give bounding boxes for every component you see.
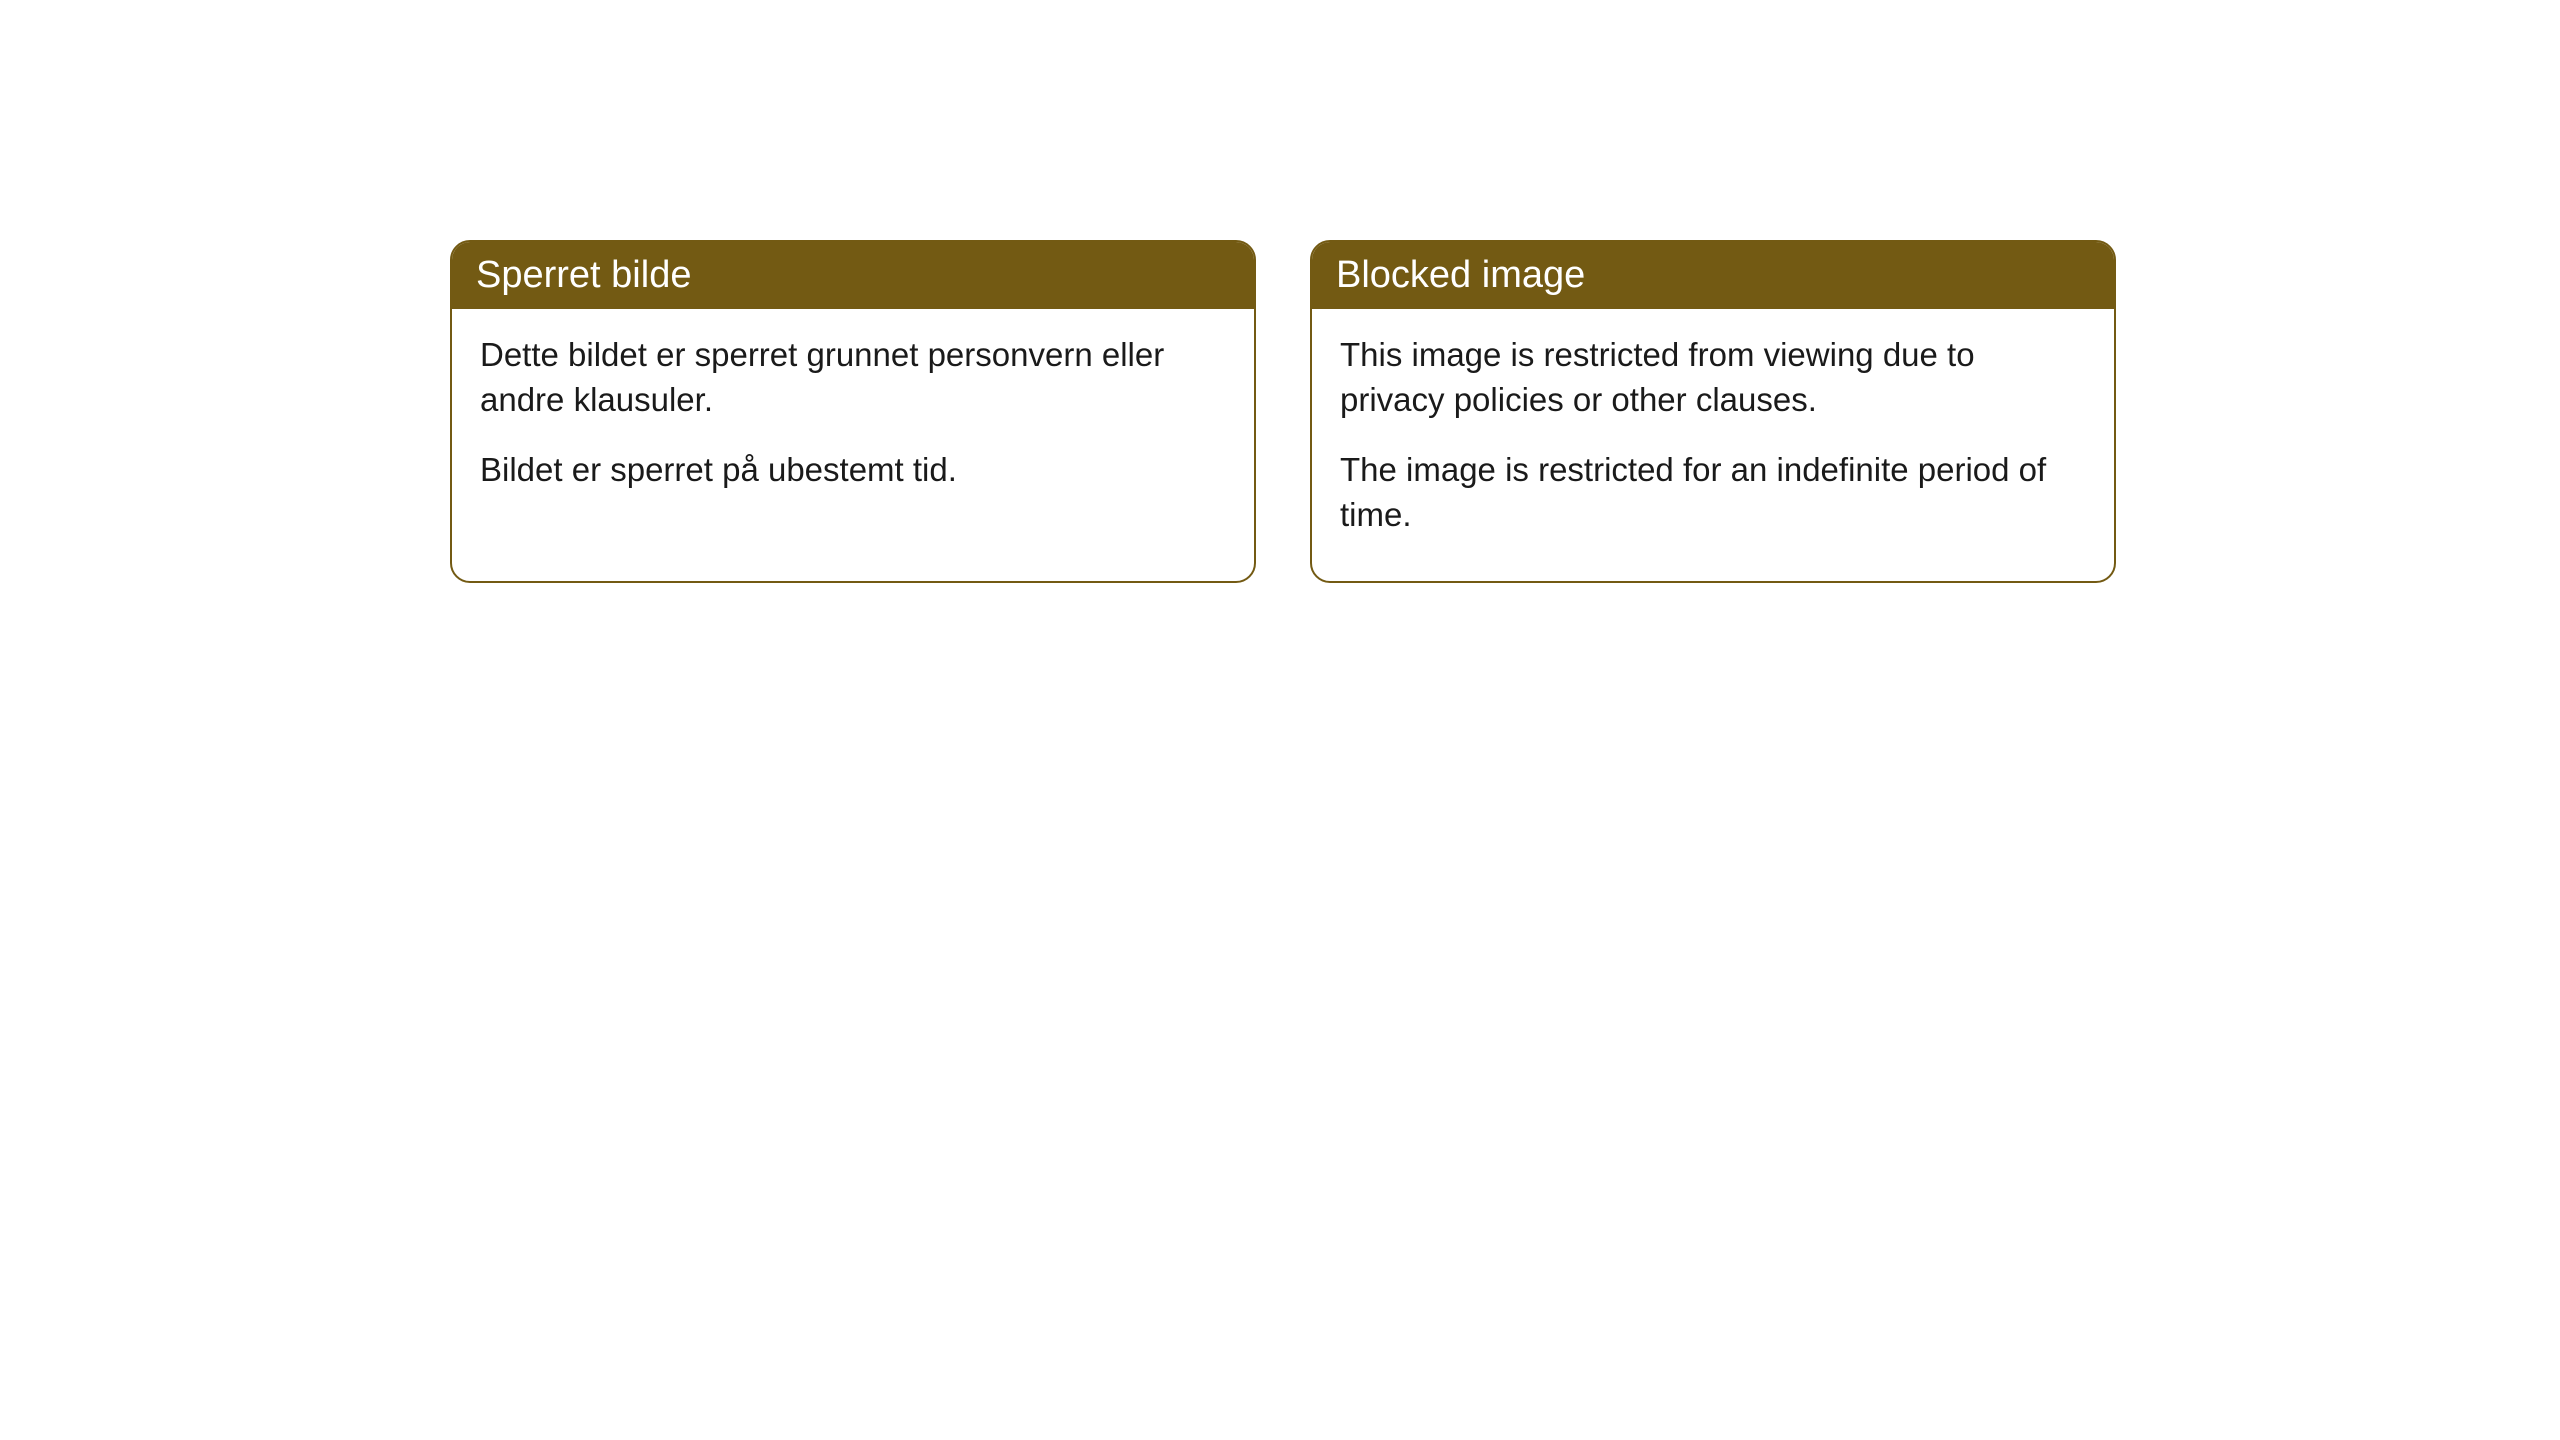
notice-body: This image is restricted from viewing du… [1312,309,2114,581]
notice-card-english: Blocked image This image is restricted f… [1310,240,2116,583]
notice-container: Sperret bilde Dette bildet er sperret gr… [450,240,2116,583]
notice-paragraph: This image is restricted from viewing du… [1340,333,2086,422]
notice-header: Sperret bilde [452,242,1254,309]
notice-paragraph: Dette bildet er sperret grunnet personve… [480,333,1226,422]
notice-body: Dette bildet er sperret grunnet personve… [452,309,1254,537]
notice-paragraph: The image is restricted for an indefinit… [1340,448,2086,537]
notice-card-norwegian: Sperret bilde Dette bildet er sperret gr… [450,240,1256,583]
notice-header: Blocked image [1312,242,2114,309]
notice-paragraph: Bildet er sperret på ubestemt tid. [480,448,1226,493]
